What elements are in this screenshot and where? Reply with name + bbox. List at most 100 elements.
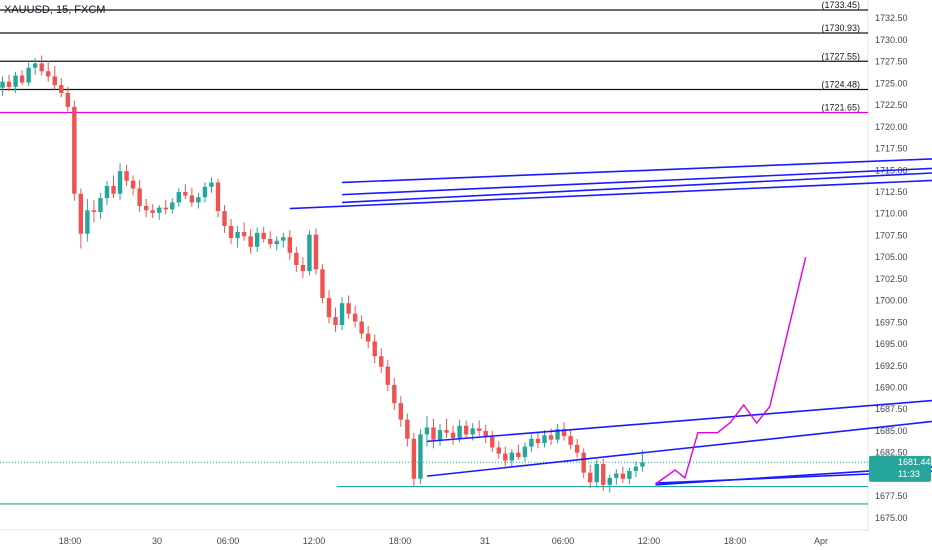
candle-body [13, 75, 18, 87]
candle-body [568, 436, 573, 445]
candle-body [320, 269, 325, 299]
candle-body [294, 252, 299, 265]
candle-body [32, 63, 38, 68]
candle-body [522, 446, 528, 458]
x-tick-label: Apr [814, 536, 828, 546]
candle-body [189, 195, 195, 203]
candle-body [424, 427, 430, 435]
trend-channels[interactable] [289, 151, 932, 486]
candle-body [496, 447, 501, 454]
x-tick-label: 18:00 [389, 536, 412, 546]
x-tick-label: 30 [152, 536, 162, 546]
candle-body [6, 81, 12, 87]
candle-body [490, 437, 495, 448]
channel-line [426, 420, 932, 477]
candle-body [588, 472, 593, 483]
x-tick-label: 31 [480, 536, 490, 546]
support-lines[interactable] [0, 461, 868, 505]
candle-body [111, 185, 116, 194]
y-tick-label: 1707.50 [875, 230, 908, 240]
candle-body [372, 341, 377, 357]
candle-body [476, 428, 482, 431]
channel-line [289, 179, 932, 210]
candle-body [457, 425, 462, 438]
price-axis-bg[interactable] [868, 0, 932, 530]
candle-body [574, 444, 580, 453]
x-tick-label: 18:00 [724, 536, 747, 546]
candle-body [516, 452, 521, 458]
candle-body [91, 210, 97, 212]
y-tick-label: 1717.50 [875, 144, 908, 154]
candle-body [241, 231, 247, 237]
candle-body [392, 384, 397, 404]
candle-body [607, 477, 612, 485]
y-tick-label: 1685.00 [875, 426, 908, 436]
channel-line [342, 167, 932, 196]
candle-body [313, 234, 319, 270]
y-tick-label: 1677.50 [875, 491, 908, 501]
level-label: (1730.93) [821, 23, 860, 33]
candle-body [137, 188, 142, 206]
candle-body [300, 265, 306, 272]
y-tick-label: 1722.50 [875, 100, 908, 110]
y-tick-label: 1727.50 [875, 57, 908, 67]
channel-line [342, 158, 932, 184]
candle-body [228, 225, 234, 239]
y-tick-label: 1687.50 [875, 404, 908, 414]
candle-body [104, 185, 110, 199]
candle-body [143, 205, 149, 211]
candle-body [398, 403, 404, 420]
price-tag-value: 1681.44 [898, 457, 931, 467]
projection-path[interactable] [655, 257, 807, 485]
x-tick-label: 12:00 [303, 536, 326, 546]
y-tick-label: 1695.00 [875, 339, 908, 349]
time-axis-bg[interactable] [0, 530, 868, 550]
candle-body [157, 207, 162, 213]
candle-body [405, 419, 410, 439]
candle-body [209, 182, 214, 187]
candle-body [555, 429, 560, 440]
channel-line [342, 172, 932, 204]
candle-body [548, 435, 554, 440]
y-tick-label: 1712.50 [875, 187, 908, 197]
level-label: (1733.45) [821, 0, 860, 10]
level-label: (1721.65) [821, 103, 860, 113]
candle-body [385, 366, 390, 385]
y-tick-label: 1697.50 [875, 317, 908, 327]
candle-body [463, 425, 469, 435]
candle-body [287, 237, 293, 253]
candle-body [509, 452, 515, 461]
candle-body [117, 171, 123, 194]
y-tick-label: 1682.50 [875, 448, 908, 458]
candle-body [59, 85, 64, 93]
horizontal-levels[interactable]: (1733.45) (1730.93) (1727.55) (1724.48) (172… [0, 0, 868, 114]
candle-body [437, 430, 443, 440]
candle-body [601, 463, 606, 485]
candle-body [346, 303, 351, 314]
projection-line [655, 257, 807, 485]
candle-body [365, 333, 371, 342]
candle-body [183, 192, 188, 196]
candle-body [196, 197, 201, 203]
y-tick-label: 1705.00 [875, 252, 908, 262]
y-tick-label: 1720.00 [875, 122, 908, 132]
candle-body [326, 298, 332, 318]
candle-body [65, 92, 70, 107]
y-tick-label: 1732.50 [875, 13, 908, 23]
y-tick-label: 1700.00 [875, 296, 908, 306]
candle-body [46, 71, 51, 77]
candle-body [170, 202, 175, 210]
candle-body [352, 313, 358, 322]
candles [0, 55, 645, 493]
candle-body [235, 231, 240, 239]
candle-body [124, 171, 129, 181]
candle-body [640, 462, 645, 467]
candle-body [418, 434, 423, 479]
candle-body [130, 180, 136, 189]
candle-body [248, 236, 253, 247]
level-label: (1724.48) [821, 79, 860, 89]
candle-body [98, 198, 103, 212]
candle-body [307, 234, 312, 272]
channel-line [426, 399, 932, 443]
